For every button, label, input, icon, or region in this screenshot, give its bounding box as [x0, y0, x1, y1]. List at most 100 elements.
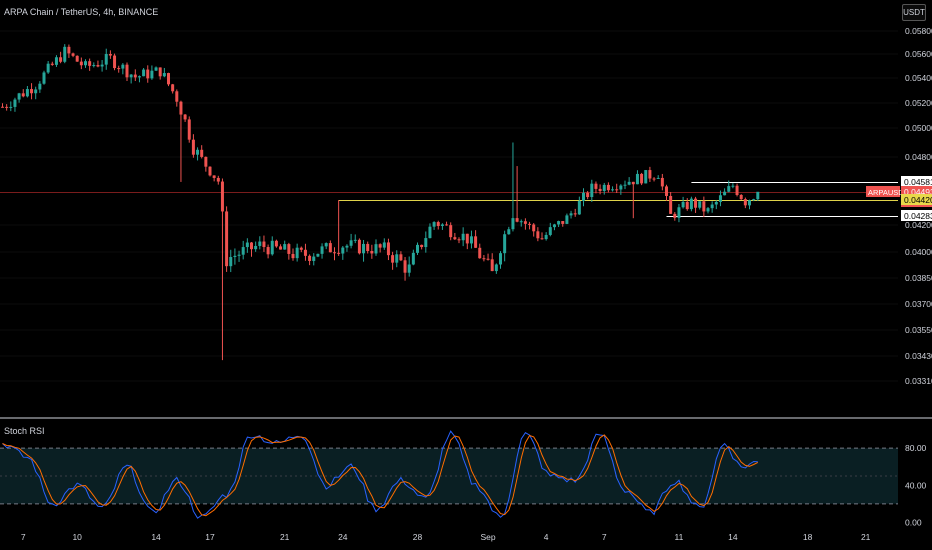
candle-body: [515, 218, 519, 222]
candle-body: [573, 213, 577, 215]
candle-body: [507, 229, 511, 235]
candle-body: [557, 221, 561, 225]
candle-body: [528, 223, 532, 225]
candle-body: [154, 67, 158, 71]
candle-body: [457, 239, 461, 241]
price-tag-text: 0.04493: [904, 187, 932, 197]
candle-body: [602, 184, 606, 192]
time-tick-label: 18: [803, 532, 813, 542]
candle-body: [187, 119, 191, 140]
price-tag-bg: [901, 176, 932, 187]
horizontal-lines: [0, 182, 898, 217]
time-tick-label: 21: [861, 532, 871, 542]
candle-body: [424, 238, 428, 248]
candle-body: [399, 254, 403, 261]
time-tick-label: 10: [72, 532, 82, 542]
candle-body: [449, 225, 453, 238]
candle-body: [469, 236, 473, 244]
candle-body: [196, 149, 200, 155]
candle-body: [619, 185, 623, 190]
candle-body: [743, 199, 747, 206]
candle-body: [59, 57, 63, 62]
candle-body: [150, 70, 154, 79]
candle-body: [635, 173, 639, 185]
candle-body: [590, 183, 594, 198]
candle-body: [395, 254, 399, 263]
candle-body: [536, 231, 540, 239]
candle-body: [71, 53, 75, 56]
indicator-label[interactable]: Stoch RSI: [4, 426, 45, 436]
candle-body: [337, 252, 341, 254]
candle-body: [494, 264, 498, 272]
candle-body: [710, 204, 714, 209]
candle-body: [552, 224, 556, 228]
candle-body: [208, 166, 212, 176]
candle-body: [270, 240, 274, 255]
candle-body: [565, 215, 569, 224]
candle-body: [183, 114, 187, 120]
candle-body: [216, 177, 220, 182]
candle-body: [320, 246, 324, 254]
candle-body: [461, 233, 465, 241]
symbol-tag-text: ARPAUSDT: [868, 188, 909, 197]
candle-body: [75, 55, 79, 62]
candle-body: [171, 84, 175, 92]
candle-body: [428, 226, 432, 239]
candle-body: [615, 189, 619, 191]
price-tag-bg: [901, 210, 932, 221]
candle-body: [627, 181, 631, 185]
candle-body: [117, 68, 121, 70]
candle-body: [669, 195, 673, 214]
candle-body: [623, 184, 627, 186]
candle-body: [333, 252, 336, 254]
candle-body: [540, 238, 544, 240]
candle-body: [262, 241, 266, 248]
candle-body: [167, 73, 170, 85]
candle-body: [341, 247, 345, 254]
candle-body: [303, 249, 307, 256]
candle-body: [100, 64, 104, 67]
candle-body: [752, 199, 756, 201]
candle-body: [382, 242, 386, 248]
candle-body: [191, 139, 195, 155]
currency-button[interactable]: USDT: [902, 4, 926, 21]
candle-body: [756, 191, 760, 200]
candle-body: [46, 63, 50, 73]
candle-body: [391, 255, 395, 263]
candle-body: [673, 213, 677, 218]
candle-body: [241, 247, 245, 255]
candle-body: [548, 227, 552, 235]
stoch-d-line: [2, 434, 759, 517]
candle-body: [287, 244, 291, 254]
candle-body: [474, 236, 478, 248]
candle-body: [50, 63, 54, 65]
time-axis: 7 10 14 17 21 24 28 Sep 4 7 11 14 18 21: [21, 532, 871, 542]
candle-body: [478, 247, 482, 259]
candle-body: [108, 54, 112, 56]
candle-body: [328, 243, 332, 253]
price-tag: 0.04581: [901, 176, 932, 187]
candle-body: [299, 247, 303, 250]
candle-body: [104, 54, 108, 65]
candle-body: [532, 224, 536, 232]
candle-body: [220, 181, 224, 212]
candle-body: [490, 259, 494, 272]
rsi-tick-label: 80.00: [905, 443, 927, 453]
candle-body: [577, 200, 581, 215]
candle-body: [519, 221, 523, 223]
stoch-rsi-pane: [0, 430, 898, 519]
price-tag: 0.04420: [901, 194, 932, 205]
time-tick-label: 7: [21, 532, 26, 542]
candle-body: [407, 264, 411, 273]
candle-body: [88, 61, 92, 66]
candle-body: [250, 242, 253, 250]
